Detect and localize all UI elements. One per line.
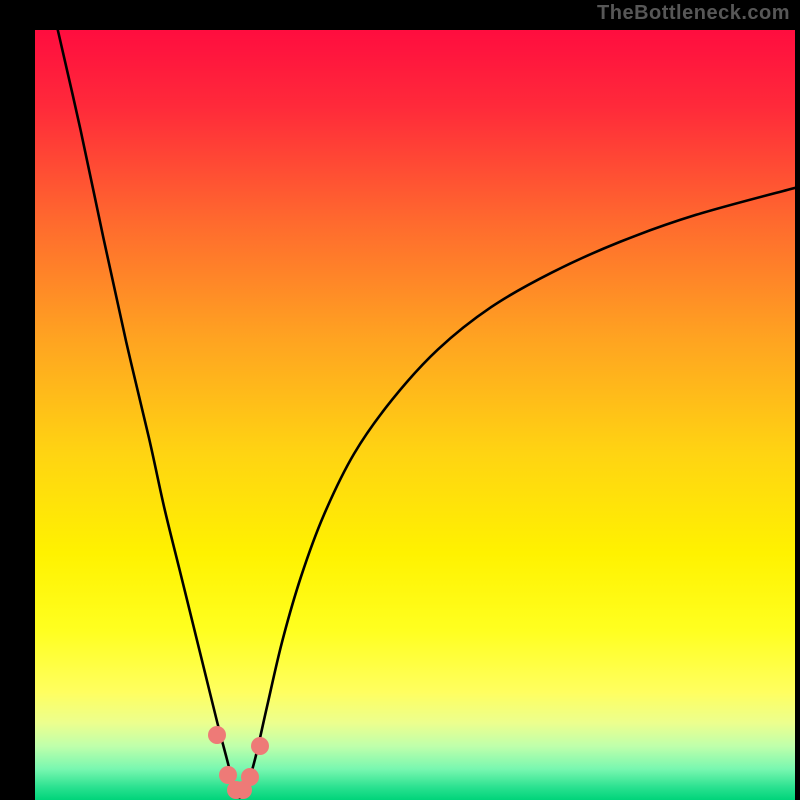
curve-marker [208,726,226,744]
plot-area [35,30,795,800]
curve-path [58,30,795,798]
curve-marker [251,737,269,755]
curve-marker [241,768,259,786]
watermark-text: TheBottleneck.com [597,2,790,25]
bottleneck-curve [35,30,795,800]
chart-frame: TheBottleneck.com [0,0,800,800]
